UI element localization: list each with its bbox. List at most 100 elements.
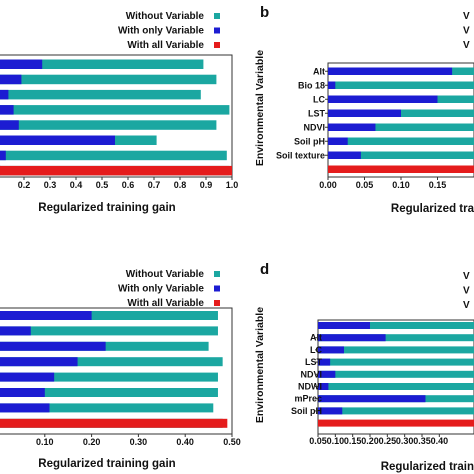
legend-swatch <box>214 13 220 19</box>
panel-b: Alt Bio 18 LC LST NDVI Soil pH Soil texture 0.0… <box>254 4 474 215</box>
x-tick-label: 0.20 <box>83 437 101 447</box>
bar-without-variable <box>328 151 474 159</box>
x-axis-label: Regularized train <box>381 461 474 473</box>
bar-with-only-variable <box>0 311 92 320</box>
bar-with-only-variable <box>0 59 43 69</box>
x-tick-label: 0.30 <box>130 437 148 447</box>
bar-with-all-variable <box>328 165 474 173</box>
bar-without-variable <box>0 357 223 367</box>
x-tick-label: 0.10 <box>36 437 54 447</box>
bar-with-only-variable <box>328 95 438 103</box>
category-label: NDWI <box>298 382 322 392</box>
bar-with-only-variable <box>328 109 401 117</box>
x-tick-label: 0.8 <box>174 180 187 190</box>
legend-label: V <box>463 286 470 297</box>
bar-without-variable <box>0 403 214 413</box>
bar-with-only-variable <box>328 81 336 89</box>
bar-with-only-variable <box>0 341 106 351</box>
x-tick-label: 0.6 <box>122 180 135 190</box>
category-label: Soil pH <box>291 406 322 416</box>
bar-with-only-variable <box>0 403 50 413</box>
x-tick-label: 0.25 <box>379 436 397 446</box>
legend-label: V <box>463 26 470 37</box>
bar-without-variable <box>0 388 218 397</box>
bar-with-only-variable <box>0 105 14 115</box>
bar-with-only-variable <box>0 326 31 336</box>
category-label: Soil pH <box>294 137 325 147</box>
bar-without-variable <box>0 150 227 161</box>
legend-swatch <box>214 285 220 292</box>
panel-label: d <box>260 261 269 278</box>
bar-with-only-variable <box>318 346 344 354</box>
x-tick-label: 0.20 <box>361 436 379 446</box>
x-axis-label: Regularized training gain <box>38 202 175 214</box>
bar-without-variable <box>0 311 218 320</box>
category-label: mPrec <box>294 394 322 404</box>
bar-with-all-variable <box>0 418 228 428</box>
bar-with-only-variable <box>0 357 78 367</box>
legend-label: V <box>463 271 470 282</box>
bar-without-variable <box>328 81 474 89</box>
bar-with-only-variable <box>318 358 331 366</box>
x-tick-label: 0.30 <box>396 436 414 446</box>
x-tick-label: 0.05 <box>309 436 327 446</box>
bar-with-only-variable <box>0 135 115 145</box>
bar-with-only-variable <box>328 137 348 145</box>
category-label: LC <box>313 95 325 105</box>
plot-area-frame <box>0 54 233 178</box>
legend-swatch <box>214 300 220 306</box>
plot-area-frame <box>327 62 474 178</box>
bar-with-only-variable <box>318 383 329 390</box>
legend-label: V <box>463 40 470 51</box>
bar-without-variable <box>0 372 218 382</box>
bar-with-only-variable <box>0 388 45 397</box>
bar-with-only-variable <box>328 67 453 75</box>
y-axis-label: Environmental Variable <box>254 50 266 166</box>
bar-with-only-variable <box>318 407 343 415</box>
legend-swatch <box>214 271 220 277</box>
x-tick-label: 0.15 <box>344 436 362 446</box>
x-tick-label: 0.35 <box>413 436 431 446</box>
bar-with-only-variable <box>328 123 376 131</box>
bar-with-only-variable <box>0 89 9 100</box>
category-label: NDVI <box>300 369 322 379</box>
bar-without-variable <box>0 105 230 115</box>
legend-label: With all Variable <box>127 298 204 309</box>
bar-without-variable <box>318 334 474 342</box>
bar-without-variable <box>0 326 218 336</box>
x-tick-label: 0.40 <box>176 437 194 447</box>
x-axis-label: Regularized tra <box>391 203 474 215</box>
bar-with-only-variable <box>0 150 6 161</box>
y-axis-label: Environmental Variable <box>254 307 266 423</box>
bar-without-variable <box>318 358 474 366</box>
category-label: Alt <box>313 67 325 77</box>
bar-without-variable <box>318 322 474 329</box>
x-tick-label: 0.10 <box>392 180 410 190</box>
legend-label: Without Variable <box>126 11 205 22</box>
panel-label: b <box>260 4 269 21</box>
legend-label: With only Variable <box>118 284 204 295</box>
x-tick-label: 0.10 <box>327 436 345 446</box>
category-label: Soil texture <box>276 151 325 161</box>
bar-without-variable <box>328 137 474 145</box>
x-tick-label: 0.7 <box>148 180 161 190</box>
bar-without-variable <box>328 123 474 131</box>
bar-without-variable <box>0 120 217 130</box>
x-axis-label: Regularized training gain <box>38 458 175 470</box>
legend-label: With all Variable <box>127 40 204 51</box>
bar-with-only-variable <box>0 74 22 85</box>
x-tick-label: 0.00 <box>319 180 337 190</box>
bar-with-all-variable <box>0 165 232 176</box>
bar-with-only-variable <box>0 120 19 130</box>
panel-a: 0.2 0.3 0.4 0.5 0.6 0.7 0.8 0.9 1.0 Regularized t… <box>0 11 238 214</box>
bar-without-variable <box>0 59 204 69</box>
bar-with-all-variable <box>318 419 474 427</box>
bar-with-only-variable <box>318 395 426 403</box>
x-tick-label: 0.05 <box>356 180 374 190</box>
category-label: NDVI <box>303 123 325 133</box>
plot-area-frame <box>0 307 233 435</box>
bar-without-variable <box>318 383 474 390</box>
bar-without-variable <box>318 346 474 354</box>
legend-label: V <box>463 11 470 22</box>
